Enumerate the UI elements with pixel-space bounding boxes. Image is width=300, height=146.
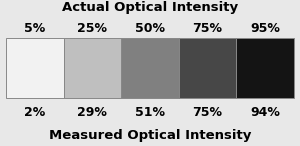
Bar bbox=[121, 38, 179, 98]
Bar bbox=[64, 38, 121, 98]
Text: 29%: 29% bbox=[77, 106, 107, 119]
Text: 75%: 75% bbox=[193, 106, 223, 119]
Text: Measured Optical Intensity: Measured Optical Intensity bbox=[49, 130, 251, 142]
Text: 2%: 2% bbox=[24, 106, 45, 119]
Text: Actual Optical Intensity: Actual Optical Intensity bbox=[62, 1, 238, 14]
Text: 5%: 5% bbox=[24, 21, 45, 34]
Bar bbox=[179, 38, 236, 98]
Bar bbox=[6, 38, 64, 98]
Text: 51%: 51% bbox=[135, 106, 165, 119]
Text: 25%: 25% bbox=[77, 21, 107, 34]
Text: 95%: 95% bbox=[250, 21, 280, 34]
Text: 94%: 94% bbox=[250, 106, 280, 119]
Bar bbox=[236, 38, 294, 98]
Text: 75%: 75% bbox=[193, 21, 223, 34]
Text: 50%: 50% bbox=[135, 21, 165, 34]
